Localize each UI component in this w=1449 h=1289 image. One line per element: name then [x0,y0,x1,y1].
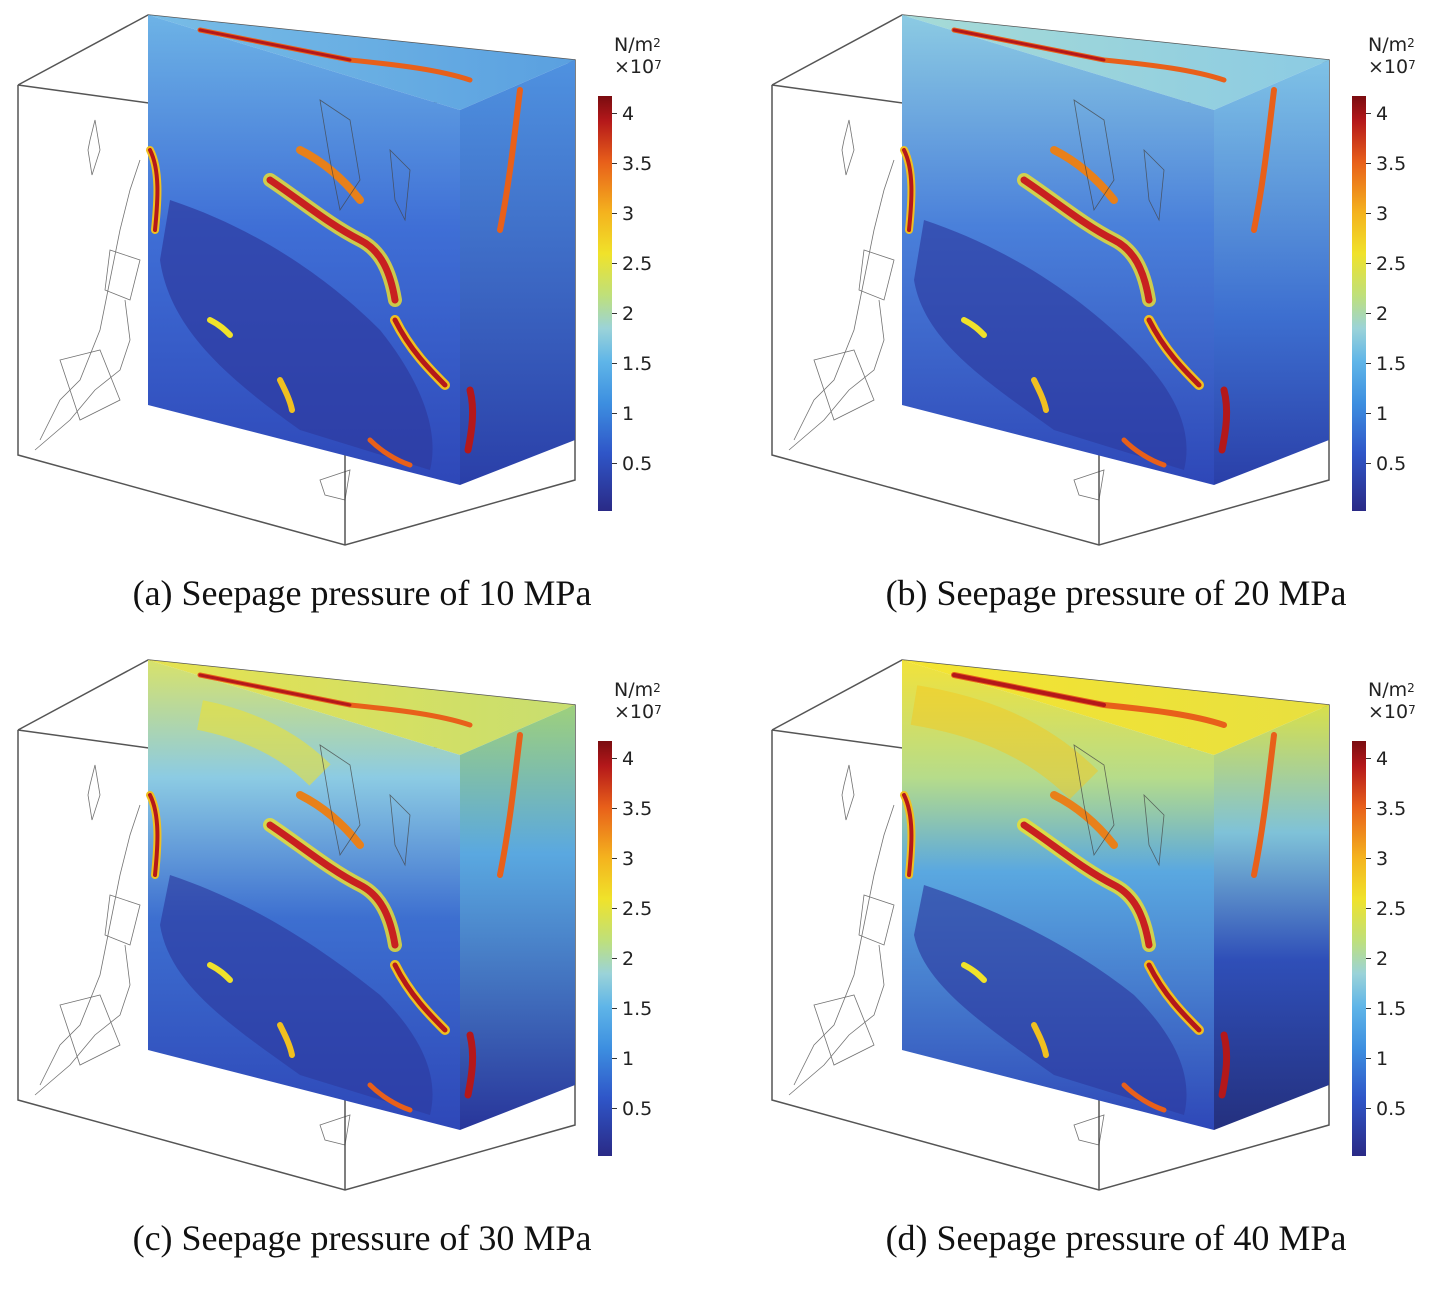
panel-c: N/m2 ×107 4 3.5 3 2.5 2 1.5 1 0.5 (c) Se… [0,645,724,1289]
colorbar-tick: 3 [611,848,635,870]
colorbar-tick: 4 [1365,103,1389,125]
colorbar-tick: 2 [611,303,635,325]
caption-c: (c) Seepage pressure of 30 MPa [132,1218,592,1258]
colorbar-unit-a: N/m2 ×107 [614,34,662,78]
colorbar-tick: 1 [611,403,635,425]
colorbar-tick: 4 [611,103,635,125]
colorbar-tick: 1.5 [611,353,653,375]
caption-b: (b) Seepage pressure of 20 MPa [885,573,1347,613]
pressure-field-b [771,14,1330,546]
caption-d: (d) Seepage pressure of 40 MPa [885,1218,1347,1258]
colorbar-tick: 1 [1365,403,1389,425]
colorbar-tick: 3.5 [611,798,653,820]
colorbar-tick: 3.5 [1365,798,1407,820]
colorbar-c [598,741,612,1156]
colorbar-tick: 2.5 [611,253,653,275]
panel-d: N/m2 ×107 4 3.5 3 2.5 2 1.5 1 0.5 (d) Se… [754,645,1449,1289]
colorbar-tick: 3.5 [1365,153,1407,175]
colorbar-tick: 1.5 [1365,998,1407,1020]
colorbar-d [1352,741,1366,1156]
colorbar-a [598,96,612,511]
panel-a: N/m2 ×107 4 3.5 3 2.5 2 1.5 1 0.5 (a) Se… [0,0,724,644]
colorbar-tick: 0.5 [611,453,653,475]
colorbar-tick: 2 [1365,948,1389,970]
colorbar-tick: 0.5 [611,1098,653,1120]
colorbar-unit-b: N/m2 ×107 [1368,34,1416,78]
colorbar-tick: 4 [1365,748,1389,770]
pressure-field-d [771,659,1330,1191]
colorbar-tick: 1.5 [611,998,653,1020]
colorbar-tick: 3 [1365,848,1389,870]
colorbar-unit-c: N/m2 ×107 [614,679,662,723]
colorbar-tick: 2 [1365,303,1389,325]
colorbar-b [1352,96,1366,511]
pressure-field-c [17,659,576,1191]
colorbar-tick: 2.5 [611,898,653,920]
colorbar-tick: 1 [1365,1048,1389,1070]
pressure-field-a [17,14,576,546]
colorbar-tick: 2.5 [1365,253,1407,275]
colorbar-tick: 3 [611,203,635,225]
colorbar-tick: 1 [611,1048,635,1070]
colorbar-tick: 1.5 [1365,353,1407,375]
colorbar-tick: 4 [611,748,635,770]
colorbar-tick: 0.5 [1365,1098,1407,1120]
colorbar-tick: 2.5 [1365,898,1407,920]
colorbar-tick: 2 [611,948,635,970]
colorbar-tick: 3 [1365,203,1389,225]
panel-b: N/m2 ×107 4 3.5 3 2.5 2 1.5 1 0.5 (b) Se… [754,0,1449,644]
colorbar-unit-d: N/m2 ×107 [1368,679,1416,723]
colorbar-tick: 3.5 [611,153,653,175]
colorbar-tick: 0.5 [1365,453,1407,475]
caption-a: (a) Seepage pressure of 10 MPa [132,573,592,613]
